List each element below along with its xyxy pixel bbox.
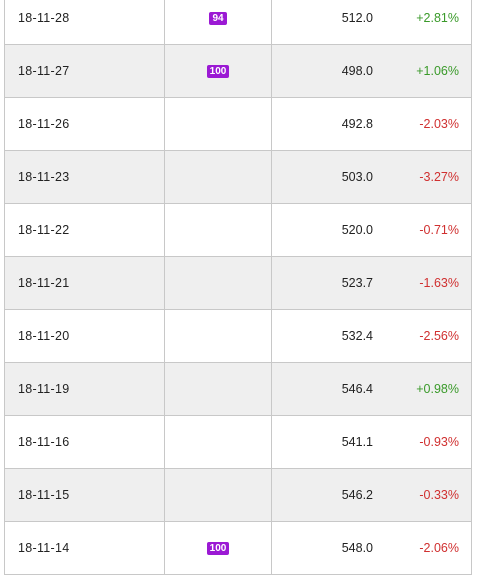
close-price-cell: 541.1	[341, 435, 373, 449]
score-badge: 100	[206, 64, 230, 78]
change-percent-cell: -2.06%	[419, 541, 459, 555]
date-cell: 18-11-15	[5, 469, 165, 521]
badge-cell	[165, 416, 272, 468]
close-price-cell: 503.0	[341, 170, 373, 184]
change-percent-cell: -2.56%	[419, 329, 459, 343]
change-percent-cell: +2.81%	[416, 11, 459, 25]
date-cell: 18-11-27	[5, 45, 165, 97]
close-price-cell: 523.7	[341, 276, 373, 290]
date-cell: 18-11-16	[5, 416, 165, 468]
date-cell: 18-11-21	[5, 257, 165, 309]
badge-cell	[165, 204, 272, 256]
badge-cell: 94	[165, 0, 272, 44]
close-price-cell: 512.0	[341, 11, 373, 25]
table-row[interactable]: 18-11-27 100 498.0 +1.06%	[5, 45, 471, 98]
badge-cell: 100	[165, 45, 272, 97]
date-cell: 18-11-14	[5, 522, 165, 574]
table-row[interactable]: 18-11-21 523.7 -1.63%	[5, 257, 471, 310]
close-price-cell: 532.4	[341, 329, 373, 343]
date-cell: 18-11-26	[5, 98, 165, 150]
badge-cell: 100	[165, 522, 272, 574]
change-percent-cell: -1.63%	[419, 276, 459, 290]
price-history-table: 18-11-28 94 512.0 +2.81% 18-11-27 100 49…	[4, 0, 472, 575]
close-price-cell: 520.0	[341, 223, 373, 237]
table-row[interactable]: 18-11-14 100 548.0 -2.06%	[5, 522, 471, 575]
score-badge: 100	[206, 541, 230, 555]
badge-cell	[165, 469, 272, 521]
date-cell: 18-11-20	[5, 310, 165, 362]
change-percent-cell: -0.33%	[419, 488, 459, 502]
close-price-cell: 546.4	[341, 382, 373, 396]
change-percent-cell: -0.71%	[419, 223, 459, 237]
close-price-cell: 498.0	[341, 64, 373, 78]
date-cell: 18-11-22	[5, 204, 165, 256]
badge-cell	[165, 151, 272, 203]
badge-cell	[165, 363, 272, 415]
score-badge: 94	[209, 11, 227, 25]
date-cell: 18-11-28	[5, 0, 165, 44]
table-row[interactable]: 18-11-16 541.1 -0.93%	[5, 416, 471, 469]
date-cell: 18-11-23	[5, 151, 165, 203]
badge-cell	[165, 98, 272, 150]
table-row[interactable]: 18-11-26 492.8 -2.03%	[5, 98, 471, 151]
table-row[interactable]: 18-11-28 94 512.0 +2.81%	[5, 0, 471, 45]
close-price-cell: 548.0	[341, 541, 373, 555]
change-percent-cell: +0.98%	[416, 382, 459, 396]
table-row[interactable]: 18-11-22 520.0 -0.71%	[5, 204, 471, 257]
change-percent-cell: -0.93%	[419, 435, 459, 449]
badge-cell	[165, 310, 272, 362]
table-row[interactable]: 18-11-20 532.4 -2.56%	[5, 310, 471, 363]
table-row[interactable]: 18-11-19 546.4 +0.98%	[5, 363, 471, 416]
close-price-cell: 492.8	[341, 117, 373, 131]
date-cell: 18-11-19	[5, 363, 165, 415]
badge-cell	[165, 257, 272, 309]
close-price-cell: 546.2	[341, 488, 373, 502]
table-row[interactable]: 18-11-23 503.0 -3.27%	[5, 151, 471, 204]
change-percent-cell: -2.03%	[419, 117, 459, 131]
change-percent-cell: -3.27%	[419, 170, 459, 184]
change-percent-cell: +1.06%	[416, 64, 459, 78]
table-row[interactable]: 18-11-15 546.2 -0.33%	[5, 469, 471, 522]
